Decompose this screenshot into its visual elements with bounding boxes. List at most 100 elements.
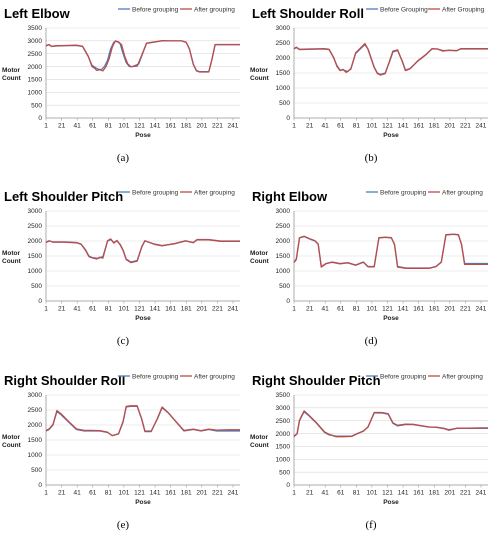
y-tick-label: 3000 xyxy=(28,208,43,215)
panel-label: (c) xyxy=(117,335,130,347)
y-tick-label: 1000 xyxy=(276,268,291,275)
x-tick-label: 241 xyxy=(476,123,487,130)
chart-panel-left-shoulder-roll: Left Shoulder Roll Before Grouping After G… xyxy=(248,0,495,183)
chart-panel-right-elbow: Right Elbow Before grouping After grouping… xyxy=(248,183,495,366)
y-axis-label: Motor xyxy=(2,434,21,441)
y-tick-label: 500 xyxy=(279,100,290,107)
x-tick-label: 21 xyxy=(306,306,314,313)
y-axis-label: Motor xyxy=(250,250,269,257)
series-line-after xyxy=(45,39,240,73)
legend-label: After grouping xyxy=(442,374,483,381)
x-tick-label: 61 xyxy=(89,490,97,497)
x-axis-label: Pose xyxy=(135,315,151,322)
y-tick-label: 3000 xyxy=(276,208,291,215)
x-tick-label: 1 xyxy=(292,306,296,313)
x-tick-label: 1 xyxy=(292,490,296,497)
series-line-before xyxy=(293,233,488,269)
legend-label: Before grouping xyxy=(132,374,179,381)
x-tick-label: 221 xyxy=(460,490,471,497)
y-axis-label: Motor xyxy=(250,434,269,441)
x-tick-label: 121 xyxy=(134,306,145,313)
y-tick-label: 3500 xyxy=(28,25,43,32)
x-tick-label: 21 xyxy=(58,306,66,313)
panel-label: (d) xyxy=(365,335,378,347)
y-tick-label: 1500 xyxy=(28,253,43,260)
legend-label: Before grouping xyxy=(132,7,179,14)
chart-svg: Left Elbow Before grouping After grouping 0… xyxy=(2,6,240,164)
x-tick-label: 221 xyxy=(212,306,223,313)
x-tick-label: 101 xyxy=(118,306,129,313)
chart-svg: Left Shoulder Pitch Before grouping After … xyxy=(2,189,240,347)
x-tick-label: 221 xyxy=(460,123,471,130)
y-tick-label: 2500 xyxy=(276,418,291,425)
y-tick-label: 1000 xyxy=(28,268,43,275)
x-tick-label: 201 xyxy=(196,123,207,130)
series-line-before xyxy=(45,405,240,437)
y-tick-label: 1500 xyxy=(28,77,43,84)
y-axis-label: Count xyxy=(250,75,270,82)
y-tick-label: 3000 xyxy=(276,25,291,32)
panel-label: (f) xyxy=(366,519,377,531)
x-tick-label: 121 xyxy=(134,490,145,497)
x-tick-label: 181 xyxy=(429,123,440,130)
y-tick-label: 3000 xyxy=(276,405,291,412)
x-tick-label: 161 xyxy=(413,306,424,313)
x-axis-label: Pose xyxy=(383,315,399,322)
y-tick-label: 2500 xyxy=(276,223,291,230)
y-tick-label: 3000 xyxy=(28,38,43,45)
chart-panel-right-shoulder-roll: Right Shoulder Roll Before grouping After … xyxy=(0,367,247,550)
y-tick-label: 2500 xyxy=(28,51,43,58)
y-tick-label: 2000 xyxy=(276,55,291,62)
x-tick-label: 141 xyxy=(150,123,161,130)
y-tick-label: 500 xyxy=(279,283,290,290)
y-tick-label: 2000 xyxy=(28,64,43,71)
legend-label: After grouping xyxy=(194,374,235,381)
x-tick-label: 81 xyxy=(105,306,113,313)
y-tick-label: 2500 xyxy=(28,407,43,414)
x-tick-label: 141 xyxy=(398,306,409,313)
x-tick-label: 61 xyxy=(337,306,345,313)
x-tick-label: 141 xyxy=(150,490,161,497)
series-line-before xyxy=(293,411,488,437)
x-tick-label: 1 xyxy=(44,306,48,313)
x-tick-label: 161 xyxy=(165,123,176,130)
chart-title: Left Shoulder Roll xyxy=(252,6,364,21)
x-tick-label: 81 xyxy=(105,490,113,497)
series-line-after xyxy=(293,42,488,76)
y-axis-label: Motor xyxy=(250,67,269,74)
series-line-after xyxy=(293,410,488,438)
x-tick-label: 81 xyxy=(353,123,361,130)
x-tick-label: 1 xyxy=(44,490,48,497)
x-tick-label: 1 xyxy=(292,123,296,130)
x-tick-label: 241 xyxy=(476,306,487,313)
x-tick-label: 121 xyxy=(382,490,393,497)
x-tick-label: 41 xyxy=(74,306,82,313)
legend-label: After grouping xyxy=(442,190,483,197)
legend-label: Before grouping xyxy=(380,190,427,197)
x-tick-label: 221 xyxy=(212,490,223,497)
y-tick-label: 1000 xyxy=(276,456,291,463)
y-axis-label: Count xyxy=(250,442,270,449)
x-tick-label: 41 xyxy=(74,490,82,497)
y-tick-label: 0 xyxy=(38,115,42,122)
chart-svg: Right Elbow Before grouping After grouping… xyxy=(250,189,488,347)
legend-label: Before grouping xyxy=(132,190,179,197)
x-tick-label: 101 xyxy=(366,306,377,313)
y-tick-label: 1000 xyxy=(28,89,43,96)
x-tick-label: 181 xyxy=(181,123,192,130)
x-tick-label: 41 xyxy=(74,123,82,130)
y-tick-label: 2000 xyxy=(276,431,291,438)
chart-panel-left-elbow: Left Elbow Before grouping After grouping 0… xyxy=(0,0,247,183)
x-tick-label: 221 xyxy=(460,306,471,313)
x-tick-label: 61 xyxy=(337,490,345,497)
y-tick-label: 0 xyxy=(38,482,42,489)
legend-label: After grouping xyxy=(194,190,235,197)
x-tick-label: 221 xyxy=(212,123,223,130)
x-tick-label: 81 xyxy=(105,123,113,130)
chart-svg: Right Shoulder Roll Before grouping After … xyxy=(2,373,240,531)
x-tick-label: 61 xyxy=(337,123,345,130)
x-tick-label: 201 xyxy=(196,490,207,497)
y-axis-label: Count xyxy=(250,258,270,265)
y-tick-label: 500 xyxy=(279,469,290,476)
y-tick-label: 0 xyxy=(286,482,290,489)
